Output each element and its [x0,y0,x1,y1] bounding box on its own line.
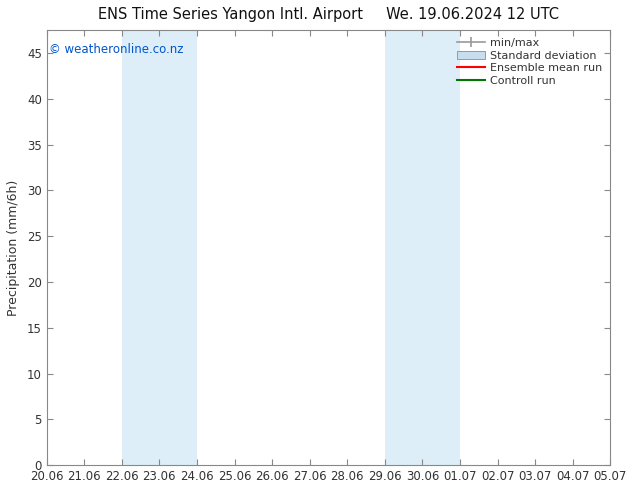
Text: © weatheronline.co.nz: © weatheronline.co.nz [49,43,184,56]
Y-axis label: Precipitation (mm/6h): Precipitation (mm/6h) [7,179,20,316]
Bar [122,30,197,465]
Title: ENS Time Series Yangon Intl. Airport     We. 19.06.2024 12 UTC: ENS Time Series Yangon Intl. Airport We.… [98,7,559,22]
Legend: min/max, Standard deviation, Ensemble mean run, Controll run: min/max, Standard deviation, Ensemble me… [455,36,605,88]
Bar [385,30,460,465]
